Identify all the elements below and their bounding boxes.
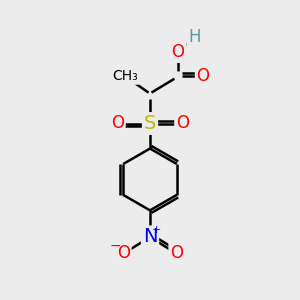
Text: CH₃: CH₃ <box>112 69 138 83</box>
Text: O: O <box>176 115 189 133</box>
Text: O: O <box>117 244 130 262</box>
Text: N: N <box>143 227 157 246</box>
Text: O: O <box>172 43 184 61</box>
Text: −: − <box>110 239 121 253</box>
Text: H: H <box>188 28 200 46</box>
Text: +: + <box>152 225 161 236</box>
Text: O: O <box>111 115 124 133</box>
Text: O: O <box>170 244 183 262</box>
Text: S: S <box>144 114 156 133</box>
Text: O: O <box>196 68 209 85</box>
